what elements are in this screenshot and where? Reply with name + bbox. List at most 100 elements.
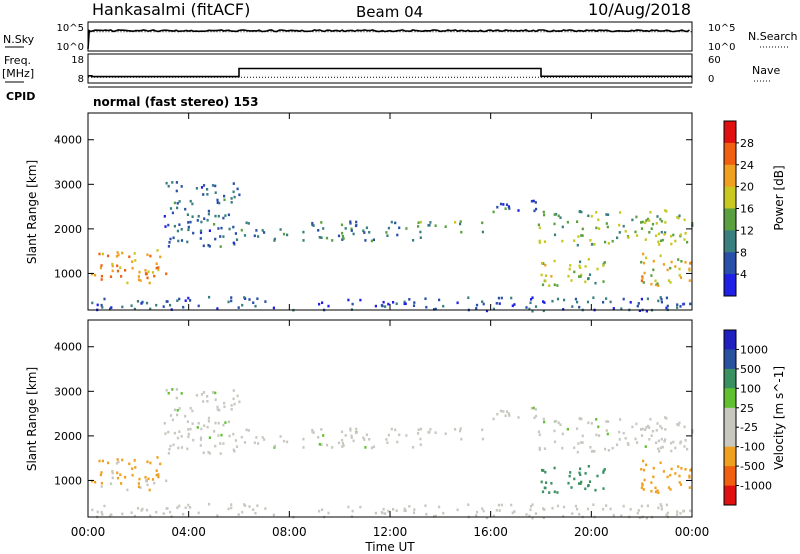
velocity-cell: [191, 422, 194, 425]
power-cell: [286, 233, 289, 237]
velocity-cell: [645, 516, 648, 520]
velocity-cell: [666, 511, 669, 515]
power-cell: [203, 217, 206, 220]
velocity-cell: [482, 509, 485, 513]
velocity-cell: [312, 431, 315, 434]
y-tick-label: 4000: [54, 341, 82, 354]
power-cell: [111, 269, 114, 273]
velocity-cell: [551, 506, 554, 510]
velocity-cell: [176, 436, 179, 440]
power-cell: [362, 229, 365, 233]
power-cell: [233, 243, 236, 246]
power-cell: [678, 267, 681, 271]
velocity-cell: [120, 482, 123, 485]
power-cell: [590, 215, 593, 218]
power-cell: [325, 236, 329, 240]
velocity-cell: [227, 420, 230, 424]
velocity-cell: [598, 434, 601, 437]
power-cell: [678, 214, 681, 218]
power-cell: [604, 240, 607, 244]
velocity-cell: [616, 443, 619, 447]
velocity-cell: [573, 477, 576, 481]
velocity-cell: [665, 503, 668, 507]
velocity-cell: [606, 432, 609, 436]
power-cell: [670, 234, 673, 238]
velocity-ylabel: Slant Range [km]: [25, 367, 39, 471]
velocity-cell: [650, 434, 653, 437]
freq-panel-frame: [87, 53, 693, 84]
velocity-cell: [133, 459, 136, 462]
power-cell: [395, 302, 398, 305]
power-cell: [386, 234, 389, 237]
velocity-cell: [456, 508, 459, 512]
power-cell: [553, 259, 556, 263]
velocity-cell: [627, 443, 630, 446]
velocity-cell: [279, 435, 282, 438]
power-cell: [459, 220, 462, 223]
velocity-cell: [568, 474, 571, 478]
power-cell: [141, 300, 144, 304]
power-cell: [492, 210, 495, 214]
velocity-cell: [677, 423, 680, 427]
velocity-cell: [659, 503, 662, 506]
colorbar-tick-label: 4: [740, 268, 747, 281]
velocity-cell: [392, 508, 395, 511]
velocity-cell: [417, 428, 420, 431]
velocity-cell: [176, 409, 179, 412]
colorbar-swatch: [724, 164, 736, 188]
power-cell: [162, 305, 165, 308]
power-cell: [598, 227, 601, 230]
power-cell: [556, 284, 559, 287]
velocity-cell: [311, 428, 314, 432]
velocity-cell: [189, 506, 192, 509]
power-cell: [134, 259, 137, 262]
velocity-cell: [559, 423, 562, 426]
power-cell: [253, 234, 256, 238]
power-cell: [116, 251, 119, 254]
power-cell: [648, 231, 651, 234]
power-cell: [678, 274, 681, 277]
velocity-cell: [156, 456, 159, 459]
power-cell: [606, 225, 609, 229]
freq-line: [88, 67, 692, 78]
velocity-cell: [602, 471, 605, 474]
colorbar-tick-label: 16: [740, 203, 754, 216]
velocity-panel-bg: [88, 320, 692, 517]
velocity-cell: [187, 435, 190, 439]
power-cell: [412, 239, 415, 242]
power-cell: [656, 215, 659, 218]
power-cell: [317, 229, 320, 232]
velocity-cell: [253, 441, 256, 445]
velocity-cell: [648, 438, 651, 441]
velocity-cell: [652, 475, 655, 479]
power-cell: [227, 213, 230, 217]
power-cell: [651, 222, 655, 226]
power-cell: [165, 272, 168, 276]
velocity-cell: [529, 508, 532, 512]
freq-unit-label: [MHz]: [2, 67, 34, 80]
power-cell: [609, 300, 612, 304]
velocity-cell: [286, 440, 289, 444]
x-tick-label: 00:00: [675, 525, 710, 539]
power-cell: [553, 283, 556, 287]
power-cell: [666, 268, 669, 272]
power-cell: [211, 184, 215, 187]
velocity-cell: [495, 509, 498, 512]
colorbar-tick-label: 20: [740, 181, 754, 194]
power-data-layer: [91, 181, 694, 313]
velocity-cell: [646, 424, 650, 428]
velocity-region-4: [492, 406, 538, 421]
power-cell: [646, 297, 649, 301]
velocity-cell: [386, 441, 389, 444]
velocity-cell: [541, 490, 545, 494]
velocity-cell: [117, 460, 120, 464]
velocity-cell: [644, 428, 647, 432]
power-cell: [187, 221, 190, 224]
velocity-cell: [595, 433, 598, 437]
power-cell: [641, 275, 644, 278]
power-cell: [263, 231, 266, 234]
power-cell: [199, 237, 202, 240]
velocity-cell: [544, 470, 547, 474]
velocity-cell: [128, 462, 131, 466]
